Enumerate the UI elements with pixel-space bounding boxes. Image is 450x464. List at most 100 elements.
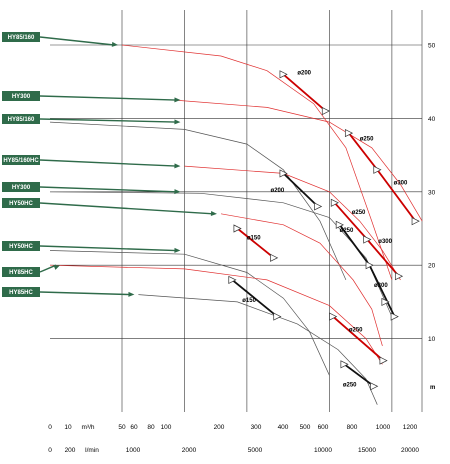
impeller-label: ø150 [242,298,256,304]
x-tick-m3h: 10 [64,424,72,431]
impeller-marker [321,106,331,116]
x-tick-lmin: l/min [85,447,99,454]
impeller-marker [365,261,374,270]
y-axis: 10 20 30 40 50 m [428,43,436,392]
x-tick-m3h: 800 [347,424,358,431]
x-axis: 0 10 m³/h 50 60 80 100 200 300 400 500 600 800 1000 12… [48,424,419,454]
model-tag-label: HY85/160 [8,35,35,41]
pump-curves [49,44,423,405]
impeller-label: ø250 [360,136,374,142]
impeller-marker [335,220,344,229]
model-tag: HY85HC [2,264,60,277]
impeller-labels: ø200 ø250 ø300 ø200 ø250 ø250 ø300 ø300 ø150 ø150… [242,70,408,388]
x-tick-lmin: 0 [48,447,52,454]
pump-curve-8 [49,264,383,365]
model-tag-label: HY85/160HC [3,158,39,164]
x-tick-m3h: m³/h [82,424,95,431]
x-tick-m3h: 500 [300,424,311,431]
impeller-label: ø150 [247,236,261,242]
operating-range-7 [231,279,279,318]
x-tick-m3h: 80 [147,424,155,431]
x-tick-m3h: 100 [161,424,172,431]
y-unit-label: m [430,385,435,391]
x-tick-m3h: 1000 [376,424,391,431]
impeller-marker [390,312,399,321]
y-tick-label: 30 [428,189,436,196]
impeller-label: ø300 [394,180,408,186]
model-tags: HY85/160 HY300 HY85/160 HY85/160HC HY300 HY50… [2,32,217,297]
impeller-marker [279,70,288,79]
impeller-marker [394,272,404,281]
impeller-marker [228,275,237,284]
impeller-marker [363,235,372,244]
pump-curve-9 [138,294,378,405]
impeller-label: ø300 [374,283,388,289]
y-tick-label: 20 [428,263,436,270]
model-tag: HY85/160 [2,114,181,125]
impeller-marker [270,253,279,262]
x-tick-lmin: 200 [65,447,76,454]
y-tick-label: 40 [428,116,436,123]
x-tick-m3h: 400 [278,424,289,431]
operating-range-2 [347,132,417,223]
x-tick-m3h: 600 [318,424,329,431]
y-tick-label: 10 [428,336,436,343]
impeller-marker [340,360,349,369]
x-tick-lmin: 10000 [314,447,332,454]
operating-range-8 [332,315,385,362]
x-tick-m3h: 0 [48,424,52,431]
model-tag-label: HY50HC [9,244,33,250]
impeller-marker [279,169,288,178]
model-tag: HY85/160 [2,32,118,47]
impeller-marker [411,217,420,226]
operating-range-6 [236,227,275,259]
operating-range-9 [343,363,375,388]
impeller-marker [273,312,282,321]
x-tick-m3h: 1200 [403,424,418,431]
x-tick-m3h: 50 [118,424,126,431]
x-tick-lmin: 5000 [248,447,263,454]
impeller-marker [233,224,242,233]
model-tag: HY300 [2,91,181,103]
impeller-marker [329,312,338,321]
model-tag-label: HY300 [12,94,31,100]
operating-range-1 [282,73,327,112]
impeller-label: ø250 [352,210,366,216]
impeller-marker [330,198,339,207]
impeller-marker [370,382,379,391]
impeller-label: ø250 [343,382,357,388]
pump-curve-7 [49,250,330,376]
impeller-marker [379,356,388,365]
x-tick-lmin: 20000 [401,447,419,454]
model-tag-label: HY85/160 [8,117,35,123]
impeller-label: ø300 [378,239,392,245]
model-tag-label: HY85HC [9,290,33,296]
model-tag-label: HY300 [12,185,31,191]
model-tag: HY85HC [2,287,135,297]
pump-curve-1 [121,44,393,281]
model-tag: HY50HC [2,198,217,216]
model-tag-label: HY85HC [9,270,33,276]
impeller-label: ø200 [271,188,285,194]
x-tick-m3h: 60 [130,424,138,431]
model-tag: HY50HC [2,241,181,253]
model-tag: HY300 [2,182,181,195]
impeller-label: ø200 [297,70,311,76]
impeller-marker [381,297,390,306]
model-tag: HY85/160HC [2,155,181,169]
x-tick-lmin: 15000 [358,447,376,454]
x-tick-lmin: 2000 [182,447,197,454]
impeller-marker [373,165,382,174]
impeller-label: ø250 [349,327,363,333]
impeller-marker [344,129,354,138]
impeller-marker [314,202,323,211]
chart-grid [50,10,423,412]
pump-curve-4 [184,165,401,281]
x-tick-m3h: 300 [251,424,262,431]
model-tag-label: HY50HC [9,201,33,207]
pump-curve-6 [220,213,383,346]
impeller-label: ø250 [340,228,354,234]
operating-range-3 [282,172,319,208]
x-tick-m3h: 200 [214,424,225,431]
